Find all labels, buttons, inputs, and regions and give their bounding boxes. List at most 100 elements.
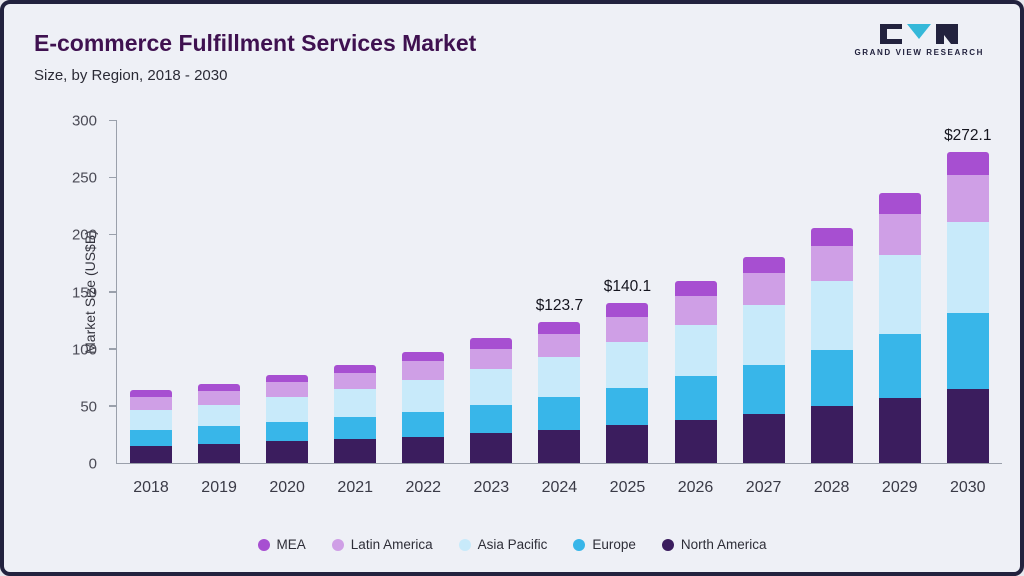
- bar-segment-mea: [606, 302, 649, 317]
- y-axis-labels: 0 50 100 150 200 250 300: [64, 113, 109, 473]
- bar-segment-latin-america: [334, 372, 377, 389]
- bar-segment-north-america: [674, 419, 717, 463]
- bar-2021: [334, 364, 377, 463]
- bar-2023: [470, 338, 513, 463]
- chart-legend: MEA Latin America Asia Pacific Europe North …: [4, 537, 1020, 552]
- bar-segment-europe: [742, 364, 785, 414]
- y-tick-mark: [109, 119, 117, 121]
- legend-dot-europe: [573, 538, 586, 551]
- bar-segment-asia-pacific: [742, 305, 785, 365]
- x-tick-label-2025: 2025: [609, 479, 646, 496]
- bar-column-2019: 2019: [189, 121, 249, 496]
- bar-segment-mea: [198, 384, 241, 392]
- y-tick-mark: [109, 405, 117, 407]
- bar-column-2020: 2020: [257, 121, 317, 496]
- y-tick-label-200: 200: [71, 226, 97, 244]
- bar-segment-europe: [470, 404, 513, 434]
- x-tick-label-2021: 2021: [337, 479, 374, 496]
- bar-segment-asia-pacific: [606, 341, 649, 388]
- bar-segment-north-america: [742, 413, 785, 463]
- bar-2020: [266, 374, 309, 463]
- bar-2026: [674, 281, 717, 463]
- bar-segment-mea: [674, 281, 717, 297]
- legend-dot-mea: [257, 538, 270, 551]
- bar-segment-europe: [334, 417, 377, 439]
- legend-label-asia-pacific: Asia Pacific: [477, 537, 548, 552]
- x-tick-label-2018: 2018: [133, 479, 169, 496]
- bar-segment-asia-pacific: [878, 254, 921, 334]
- bar-2029: [878, 193, 921, 463]
- bar-segment-latin-america: [606, 316, 649, 342]
- bar-segment-latin-america: [470, 348, 513, 370]
- x-tick-label-2022: 2022: [405, 479, 442, 496]
- bar-segment-mea: [470, 338, 513, 349]
- x-tick-label-2026: 2026: [677, 479, 714, 496]
- legend-dot-asia-pacific: [458, 538, 471, 551]
- bar-segment-latin-america: [198, 391, 241, 405]
- bar-column-2026: 2026: [666, 121, 726, 496]
- gvr-logo-icon: [880, 24, 959, 44]
- bar-segment-europe: [538, 396, 581, 430]
- bar-segment-latin-america: [674, 296, 717, 325]
- y-tick-mark: [109, 176, 117, 179]
- bar-segment-europe: [198, 426, 241, 444]
- x-tick-label-2027: 2027: [745, 479, 782, 496]
- legend-label-europe: Europe: [592, 537, 636, 552]
- bar-segment-north-america: [946, 388, 989, 463]
- bar-segment-latin-america: [130, 396, 173, 411]
- bar-segment-latin-america: [810, 245, 853, 282]
- bar-segment-mea: [742, 257, 785, 274]
- y-tick-label-0: 0: [88, 455, 97, 473]
- page-subtitle: Size, by Region, 2018 - 2030: [34, 67, 228, 84]
- bar-segment-north-america: [810, 405, 853, 463]
- bar-2019: [198, 384, 241, 463]
- bar-2024: [538, 321, 581, 463]
- bar-column-2028: 2028: [802, 121, 862, 496]
- bar-segment-latin-america: [742, 273, 785, 306]
- total-label-2025: $140.1: [603, 277, 652, 295]
- legend-item-mea: MEA: [257, 537, 306, 552]
- bar-segment-latin-america: [266, 381, 309, 397]
- bar-2022: [402, 352, 445, 463]
- x-tick-label-2023: 2023: [473, 479, 510, 496]
- x-tick-label-2030: 2030: [949, 479, 986, 496]
- y-tick-label-300: 300: [71, 112, 97, 130]
- bar-segment-europe: [674, 376, 717, 420]
- bar-segment-asia-pacific: [810, 281, 853, 350]
- bar-segment-mea: [538, 321, 581, 334]
- x-tick-label-2019: 2019: [201, 479, 237, 496]
- bar-segment-asia-pacific: [946, 221, 989, 314]
- bar-2028: [810, 227, 853, 463]
- bar-column-2018: 2018: [121, 121, 181, 496]
- legend-item-europe: Europe: [573, 537, 636, 552]
- bar-segment-europe: [130, 429, 173, 446]
- x-tick-label-2028: 2028: [813, 479, 850, 496]
- bar-segment-north-america: [878, 397, 921, 463]
- bar-segment-mea: [334, 364, 377, 373]
- bar-segment-north-america: [606, 425, 649, 463]
- bar-column-2023: 2023: [461, 121, 521, 496]
- bar-segment-north-america: [470, 433, 513, 463]
- bar-segment-asia-pacific: [402, 379, 445, 412]
- bar-segment-mea: [946, 151, 989, 175]
- bar-segment-europe: [810, 349, 853, 406]
- bar-column-2024: $123.7 2024: [529, 121, 589, 496]
- bar-segment-asia-pacific: [334, 388, 377, 418]
- legend-item-asia-pacific: Asia Pacific: [458, 537, 548, 552]
- bar-segment-asia-pacific: [130, 410, 173, 430]
- x-tick-label-2024: 2024: [541, 479, 578, 496]
- bar-segment-north-america: [266, 441, 309, 463]
- y-tick-label-250: 250: [71, 169, 97, 187]
- bar-segment-mea: [266, 374, 309, 382]
- bar-segment-europe: [266, 421, 309, 442]
- y-tick-mark: [109, 233, 117, 236]
- grand-view-research-logo: GRAND VIEW RESEARCH: [854, 24, 984, 57]
- bar-segment-europe: [402, 411, 445, 437]
- y-tick-label-150: 150: [71, 284, 97, 301]
- bar-segment-north-america: [334, 439, 377, 463]
- plot-area: 2018 2019 2020 2021 2022 2023 $123.7 2024 $140.1…: [109, 119, 1002, 496]
- bar-column-2022: 2022: [393, 121, 453, 496]
- bar-segment-latin-america: [538, 333, 581, 357]
- bar-segment-asia-pacific: [538, 356, 581, 397]
